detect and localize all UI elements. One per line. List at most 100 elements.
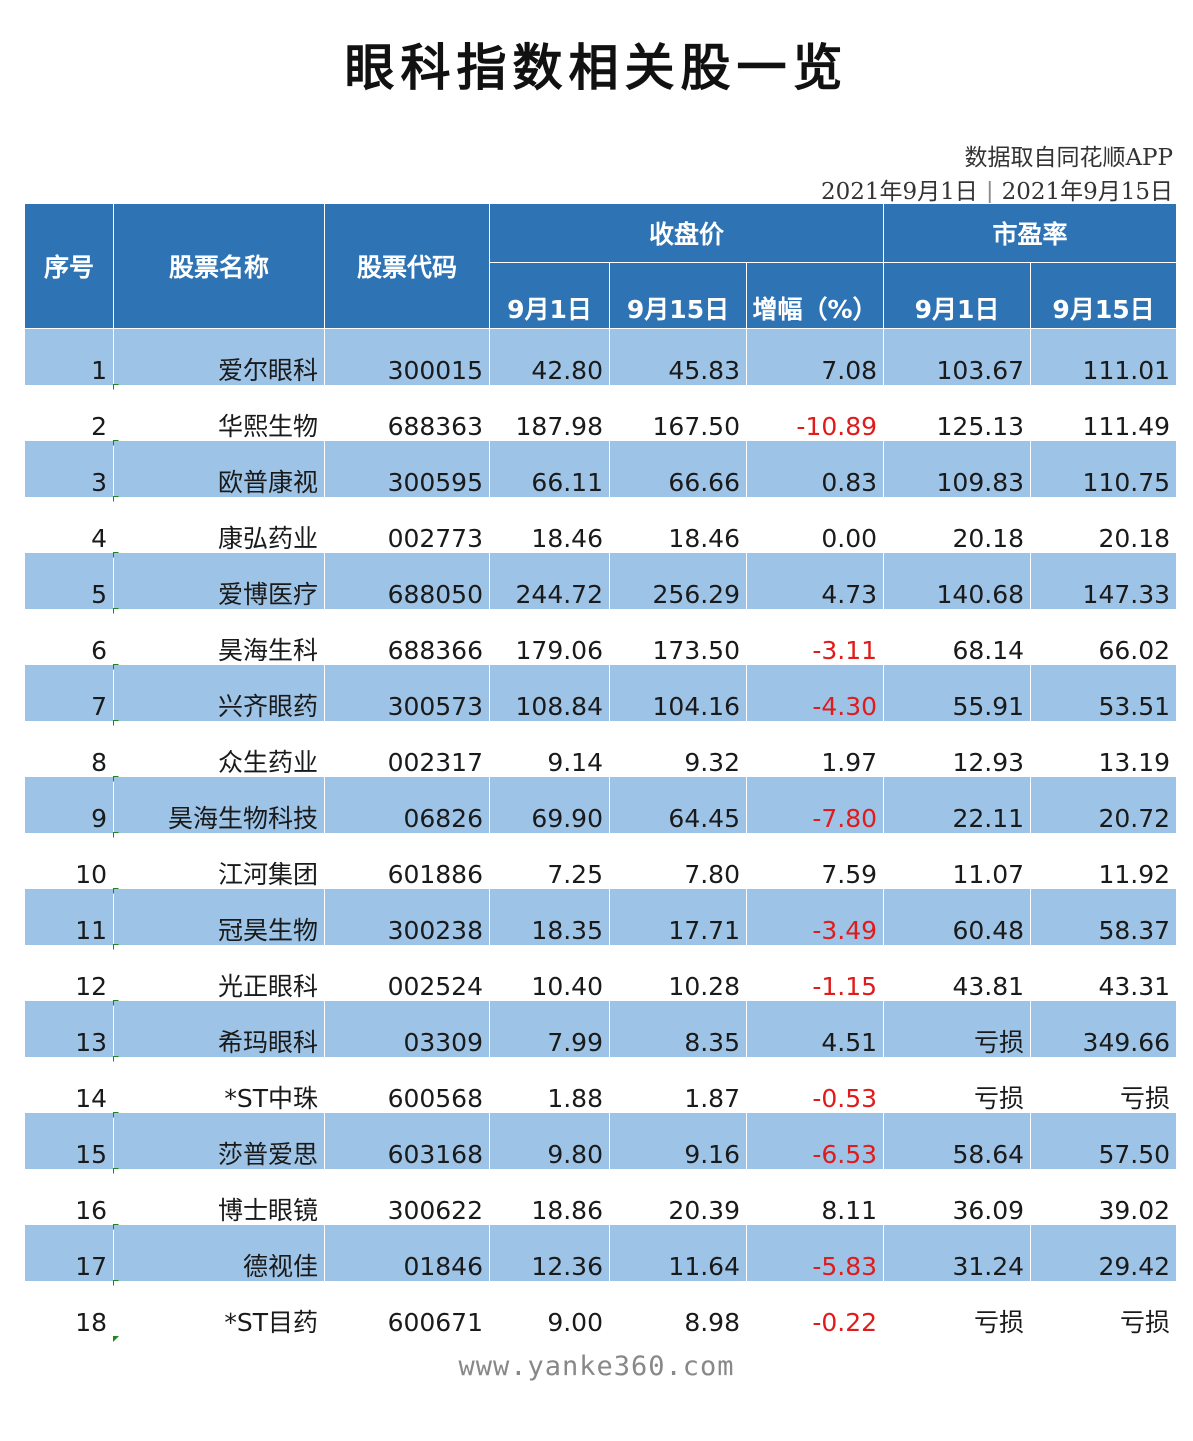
cell-change: 1.97 [746, 721, 885, 777]
cell-pe-d2: 147.33 [1030, 553, 1178, 609]
cell-close-d2: 167.50 [609, 385, 747, 441]
cell-pe-d1: 12.93 [883, 721, 1032, 777]
cell-close-d2: 20.39 [609, 1169, 747, 1225]
table-row: 4 康弘药业 002773 18.46 18.46 0.00 20.18 20.18 [24, 497, 1178, 558]
cell-pe-d1: 亏损 [883, 1281, 1032, 1337]
cell-seq: 8 [24, 721, 114, 777]
cell-seq: 15 [24, 1113, 114, 1169]
cell-change: -5.83 [746, 1225, 885, 1281]
cell-name: 博士眼镜 [112, 1169, 325, 1230]
table-row: 12 光正眼科 002524 10.40 10.28 -1.15 43.81 43.31 [24, 945, 1178, 1006]
cell-code: 300238 [324, 889, 490, 945]
cell-seq: 3 [24, 441, 114, 497]
cell-close-d2: 9.16 [609, 1113, 747, 1169]
cell-change: 0.83 [746, 441, 885, 497]
cell-seq: 1 [24, 328, 114, 385]
date-range: 2021年9月1日 | 2021年9月15日 [821, 172, 1173, 206]
cell-close-d2: 10.28 [609, 945, 747, 1001]
cell-pe-d1: 55.91 [883, 665, 1032, 721]
cell-name: 爱尔眼科 [112, 328, 325, 389]
cell-change: 4.73 [746, 553, 885, 609]
cell-close-d2: 9.32 [609, 721, 747, 777]
cell-pe-d2: 349.66 [1030, 1001, 1178, 1057]
cell-seq: 7 [24, 665, 114, 721]
cell-seq: 9 [24, 777, 114, 833]
cell-pe-d2: 111.49 [1030, 385, 1178, 441]
cell-name: *ST中珠 [112, 1057, 325, 1118]
cell-name: 华熙生物 [112, 385, 325, 446]
cell-pe-d1: 22.11 [883, 777, 1032, 833]
cell-pe-d1: 68.14 [883, 609, 1032, 665]
header-code: 股票代码 [324, 203, 490, 329]
cell-code: 600671 [324, 1281, 490, 1337]
cell-seq: 6 [24, 609, 114, 665]
cell-change: -3.49 [746, 889, 885, 945]
footer-url: www.yanke360.com [458, 1351, 735, 1382]
cell-change: -10.89 [746, 385, 885, 441]
table-row: 6 昊海生科 688366 179.06 173.50 -3.11 68.14 66.02 [24, 609, 1178, 670]
header-pe-d1: 9月1日 [883, 262, 1032, 329]
cell-change: -7.80 [746, 777, 885, 833]
cell-pe-d1: 亏损 [883, 1057, 1032, 1113]
cell-name: 江河集团 [112, 833, 325, 894]
cell-name: 兴齐眼药 [112, 665, 325, 726]
cell-change: -1.15 [746, 945, 885, 1001]
cell-seq: 5 [24, 553, 114, 609]
cell-close-d1: 1.88 [489, 1057, 610, 1113]
cell-pe-d2: 58.37 [1030, 889, 1178, 945]
cell-close-d2: 256.29 [609, 553, 747, 609]
cell-change: 0.00 [746, 497, 885, 553]
cell-change: -6.53 [746, 1113, 885, 1169]
cell-seq: 2 [24, 385, 114, 441]
cell-name: 昊海生物科技 [112, 777, 325, 838]
header-pe-group: 市盈率 [883, 203, 1178, 263]
table-row: 17 德视佳 01846 12.36 11.64 -5.83 31.24 29.42 [24, 1225, 1178, 1286]
cell-pe-d2: 11.92 [1030, 833, 1178, 889]
date-separator: | [985, 179, 994, 205]
cell-name: 德视佳 [112, 1225, 325, 1286]
cell-close-d2: 104.16 [609, 665, 747, 721]
table-row: 8 众生药业 002317 9.14 9.32 1.97 12.93 13.19 [24, 721, 1178, 782]
cell-change: -0.22 [746, 1281, 885, 1337]
cell-code: 300573 [324, 665, 490, 721]
cell-close-d1: 18.35 [489, 889, 610, 945]
cell-seq: 14 [24, 1057, 114, 1113]
table-row: 13 希玛眼科 03309 7.99 8.35 4.51 亏损 349.66 [24, 1001, 1178, 1062]
table-row: 11 冠昊生物 300238 18.35 17.71 -3.49 60.48 58.37 [24, 889, 1178, 950]
cell-pe-d1: 58.64 [883, 1113, 1032, 1169]
date-start: 2021年9月1日 [821, 179, 978, 205]
cell-pe-d1: 36.09 [883, 1169, 1032, 1225]
cell-change: -4.30 [746, 665, 885, 721]
date-end: 2021年9月15日 [1001, 179, 1173, 205]
cell-seq: 4 [24, 497, 114, 553]
cell-pe-d2: 110.75 [1030, 441, 1178, 497]
cell-pe-d1: 60.48 [883, 889, 1032, 945]
cell-name: 冠昊生物 [112, 889, 325, 950]
cell-pe-d1: 20.18 [883, 497, 1032, 553]
cell-code: 300015 [324, 328, 490, 385]
cell-code: 01846 [324, 1225, 490, 1281]
data-source-note: 数据取自同花顺APP [964, 145, 1173, 171]
cell-code: 688363 [324, 385, 490, 441]
cell-close-d1: 187.98 [489, 385, 610, 441]
table-row: 5 爱博医疗 688050 244.72 256.29 4.73 140.68 147.33 [24, 553, 1178, 614]
cell-pe-d2: 29.42 [1030, 1225, 1178, 1281]
cell-close-d1: 18.46 [489, 497, 610, 553]
cell-close-d1: 7.99 [489, 1001, 610, 1057]
cell-name: 康弘药业 [112, 497, 325, 558]
header-change: 增幅（%） [745, 262, 885, 329]
cell-pe-d2: 13.19 [1030, 721, 1178, 777]
table-row: 18 *ST目药 600671 9.00 8.98 -0.22 亏损 亏损 [24, 1281, 1178, 1342]
table-row: 16 博士眼镜 300622 18.86 20.39 8.11 36.09 39.02 [24, 1169, 1178, 1230]
cell-pe-d1: 125.13 [883, 385, 1032, 441]
table-row: 1 爱尔眼科 300015 42.80 45.83 7.08 103.67 111.01 [24, 328, 1178, 389]
cell-name: 昊海生科 [112, 609, 325, 670]
table-row: 14 *ST中珠 600568 1.88 1.87 -0.53 亏损 亏损 [24, 1057, 1178, 1118]
cell-code: 688050 [324, 553, 490, 609]
cell-close-d1: 108.84 [489, 665, 610, 721]
cell-pe-d2: 53.51 [1030, 665, 1178, 721]
cell-code: 601886 [324, 833, 490, 889]
cell-pe-d1: 109.83 [883, 441, 1032, 497]
cell-seq: 16 [24, 1169, 114, 1225]
table-row: 2 华熙生物 688363 187.98 167.50 -10.89 125.13 111.4… [24, 385, 1178, 446]
